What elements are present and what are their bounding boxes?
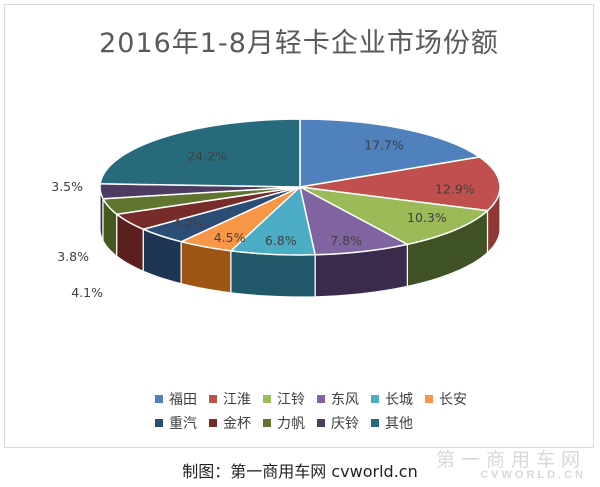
legend-item-changcheng: 长城 (371, 389, 413, 409)
legend-item-changan: 长安 (425, 389, 467, 409)
data-label-changan: 4.5% (214, 230, 246, 245)
chart-credit: 制图：第一商用车网 cvworld.cn (182, 462, 418, 481)
pie-labels: 17.7% 12.9% 10.3% 7.8% 6.8% 4.5% 4.2% 4.1% 3.8% 3… (51, 138, 475, 300)
legend-swatch-changcheng (371, 395, 379, 403)
legend-label-changcheng: 长城 (385, 392, 413, 408)
legend-row: 重汽 金杯 力帆 庆铃 其他 (155, 411, 485, 435)
chart-title: 2016年1-8月轻卡企业市场份额 (99, 28, 499, 59)
legend-label-lifan: 力帆 (277, 416, 305, 432)
pie-slice-futian (299, 118, 481, 188)
data-label-jianghuai: 12.9% (435, 182, 475, 197)
legend-label-qingling: 庆铃 (331, 416, 359, 432)
legend-swatch-jinbei (209, 419, 217, 427)
legend-swatch-qingling (317, 419, 325, 427)
data-label-lifan: 3.8% (57, 249, 89, 264)
legend-item-other: 其他 (371, 413, 413, 433)
pie-slice-other (99, 118, 301, 188)
legend-label-dongfeng: 东风 (331, 392, 359, 408)
legend-label-jianghuai: 江淮 (223, 392, 251, 408)
legend-label-changan: 长安 (439, 392, 467, 408)
data-label-futian: 17.7% (364, 138, 404, 153)
pie-slice-jianghuai (299, 156, 501, 212)
watermark-cn: 第一商用车网 (435, 450, 586, 471)
pie-tops (99, 118, 501, 256)
legend-swatch-jianghuai (209, 395, 217, 403)
chart-frame: 2016年1-8月轻卡企业市场份额 17.7% 12.9% 10.3% 7.8% 6.8… (4, 4, 594, 448)
chart-legend: 福田 江淮 江铃 东风 长城 长安重汽 金杯 力帆 庆铃 其他 (155, 387, 485, 435)
legend-swatch-futian (155, 395, 163, 403)
legend-item-futian: 福田 (155, 389, 197, 409)
legend-row: 福田 江淮 江铃 东风 长城 长安 (155, 387, 485, 411)
pie-slice-jiangling (299, 186, 489, 246)
legend-label-zhongqi: 重汽 (169, 416, 197, 432)
legend-swatch-zhongqi (155, 419, 163, 427)
legend-swatch-jiangling (263, 395, 271, 403)
legend-swatch-lifan (263, 419, 271, 427)
watermark: 第一商用车网 CVWORLD.CN (436, 451, 586, 481)
data-label-changcheng: 6.8% (265, 233, 297, 248)
pie-slice-dongfeng (299, 186, 409, 256)
legend-label-jiangling: 江铃 (277, 392, 305, 408)
legend-label-other: 其他 (385, 416, 413, 432)
legend-item-jinbei: 金杯 (209, 413, 251, 433)
legend-swatch-changan (425, 395, 433, 403)
legend-item-jianghuai: 江淮 (209, 389, 251, 409)
legend-label-jinbei: 金杯 (223, 416, 251, 432)
data-label-other: 24.2% (187, 149, 227, 164)
legend-item-qingling: 庆铃 (317, 413, 359, 433)
data-label-jinbei: 4.1% (71, 285, 103, 300)
legend-item-dongfeng: 东风 (317, 389, 359, 409)
legend-item-lifan: 力帆 (263, 413, 305, 433)
legend-item-jiangling: 江铃 (263, 389, 305, 409)
legend-label-futian: 福田 (169, 392, 197, 408)
data-label-jiangling: 10.3% (407, 210, 447, 225)
data-label-qingling: 3.5% (51, 179, 83, 194)
watermark-en: CVWORLD.CN (480, 469, 586, 481)
pie-side-changcheng (230, 250, 316, 298)
legend-swatch-other (371, 419, 379, 427)
legend-swatch-dongfeng (317, 395, 325, 403)
data-label-zhongqi: 4.2% (173, 216, 205, 231)
data-label-dongfeng: 7.8% (330, 233, 362, 248)
pie-chart: 17.7% 12.9% 10.3% 7.8% 6.8% 4.5% 4.2% 4.1% 3.8% 3… (51, 118, 501, 300)
legend-item-zhongqi: 重汽 (155, 413, 197, 433)
